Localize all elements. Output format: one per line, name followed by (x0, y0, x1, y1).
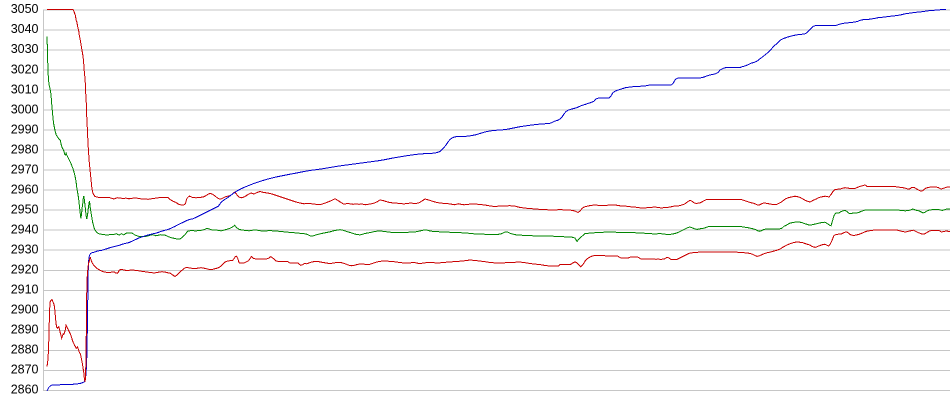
svg-text:2950: 2950 (11, 202, 39, 216)
svg-text:2880: 2880 (11, 343, 39, 357)
svg-text:3040: 3040 (11, 22, 39, 36)
svg-text:2930: 2930 (11, 242, 39, 256)
svg-text:2960: 2960 (11, 182, 39, 196)
svg-text:2860: 2860 (11, 383, 39, 397)
svg-text:2940: 2940 (11, 222, 39, 236)
svg-text:3050: 3050 (11, 2, 39, 16)
svg-text:2970: 2970 (11, 162, 39, 176)
svg-text:3000: 3000 (11, 102, 39, 116)
svg-text:2990: 2990 (11, 122, 39, 136)
svg-text:2870: 2870 (11, 363, 39, 377)
svg-text:2920: 2920 (11, 263, 39, 277)
svg-text:2900: 2900 (11, 303, 39, 317)
svg-text:3020: 3020 (11, 62, 39, 76)
svg-text:2980: 2980 (11, 142, 39, 156)
svg-text:2890: 2890 (11, 323, 39, 337)
svg-text:3030: 3030 (11, 42, 39, 56)
svg-text:3010: 3010 (11, 82, 39, 96)
svg-text:2910: 2910 (11, 283, 39, 297)
